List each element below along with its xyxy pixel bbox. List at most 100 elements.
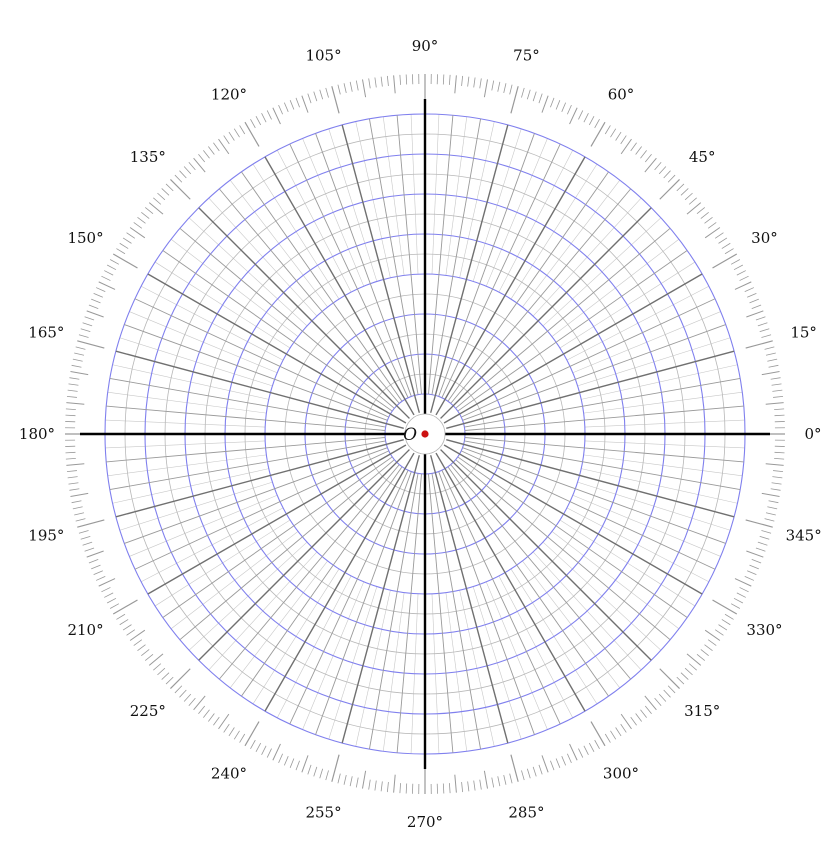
degree-tick bbox=[193, 695, 206, 711]
degree-tick bbox=[667, 174, 676, 183]
degree-tick bbox=[161, 672, 170, 680]
mid-ray bbox=[106, 405, 386, 431]
degree-tick bbox=[509, 773, 513, 784]
degree-tick bbox=[510, 754, 519, 782]
degree-tick bbox=[183, 166, 192, 175]
mid-ray bbox=[455, 459, 671, 641]
degree-tick bbox=[640, 150, 647, 159]
degree-tick bbox=[714, 629, 724, 636]
degree-tick bbox=[266, 748, 272, 758]
mid-ray bbox=[241, 171, 403, 402]
mid-ray bbox=[124, 324, 388, 421]
degree-tick bbox=[112, 253, 138, 269]
degree-tick bbox=[774, 458, 785, 460]
mid-ray bbox=[106, 437, 386, 463]
degree-tick bbox=[137, 644, 146, 651]
degree-tick bbox=[95, 575, 106, 581]
degree-tick bbox=[72, 506, 83, 510]
mid-ray bbox=[134, 450, 389, 570]
degree-tick bbox=[129, 629, 146, 641]
angle-label-75: 75° bbox=[513, 46, 540, 64]
degree-tick bbox=[757, 541, 768, 546]
degree-tick bbox=[768, 364, 779, 368]
degree-tick bbox=[532, 91, 537, 102]
mid-ray bbox=[457, 250, 688, 412]
degree-tick bbox=[319, 89, 324, 100]
mid-ray bbox=[179, 227, 395, 409]
degree-tick bbox=[712, 599, 738, 615]
angle-label-255: 255° bbox=[305, 804, 341, 822]
degree-tick bbox=[157, 192, 166, 201]
degree-tick bbox=[82, 541, 93, 546]
degree-tick bbox=[374, 780, 377, 791]
angle-label-45: 45° bbox=[689, 148, 716, 166]
degree-tick bbox=[759, 535, 770, 540]
degree-tick bbox=[255, 115, 262, 126]
mid-ray bbox=[289, 470, 409, 725]
degree-tick bbox=[148, 653, 164, 666]
degree-tick bbox=[696, 653, 706, 661]
degree-tick bbox=[526, 89, 531, 100]
degree-tick bbox=[765, 352, 776, 356]
angle-label-150: 150° bbox=[67, 229, 103, 247]
degree-tick bbox=[644, 157, 657, 173]
degree-tick bbox=[483, 79, 489, 98]
degree-tick bbox=[526, 768, 531, 779]
degree-tick bbox=[148, 202, 164, 215]
degree-tick bbox=[77, 519, 105, 528]
degree-tick bbox=[700, 212, 709, 219]
degree-tick bbox=[165, 183, 174, 192]
angle-label-210: 210° bbox=[67, 621, 103, 639]
degree-tick bbox=[550, 760, 555, 771]
origin-dot bbox=[421, 430, 429, 438]
degree-tick bbox=[84, 316, 95, 321]
degree-tick bbox=[684, 192, 693, 201]
degree-tick bbox=[126, 232, 136, 239]
degree-tick bbox=[67, 476, 78, 479]
degree-tick bbox=[755, 547, 766, 552]
mid-ray bbox=[179, 459, 395, 641]
degree-tick bbox=[86, 550, 104, 558]
degree-tick bbox=[644, 153, 652, 163]
degree-tick bbox=[767, 358, 778, 362]
degree-tick bbox=[749, 564, 759, 570]
degree-tick bbox=[153, 197, 162, 205]
degree-tick bbox=[721, 242, 731, 249]
degree-tick bbox=[561, 102, 567, 112]
degree-tick bbox=[521, 87, 525, 98]
degree-tick bbox=[67, 389, 78, 392]
angle-label-165: 165° bbox=[28, 324, 64, 342]
degree-tick bbox=[66, 470, 77, 473]
degree-tick bbox=[768, 500, 779, 504]
degree-tick bbox=[461, 782, 464, 793]
major-ray bbox=[264, 156, 415, 416]
degree-tick bbox=[473, 77, 476, 88]
degree-tick bbox=[386, 75, 389, 86]
degree-tick bbox=[244, 721, 260, 747]
degree-tick bbox=[141, 212, 150, 219]
degree-tick bbox=[491, 777, 495, 788]
major-ray bbox=[446, 439, 735, 518]
degree-tick bbox=[223, 723, 230, 733]
degree-tick bbox=[721, 619, 731, 626]
degree-tick bbox=[343, 83, 347, 94]
degree-tick bbox=[86, 310, 104, 318]
degree-tick bbox=[161, 188, 170, 196]
mid-ray bbox=[162, 456, 393, 618]
degree-tick bbox=[680, 188, 689, 196]
mid-ray bbox=[464, 405, 744, 431]
degree-tick bbox=[213, 716, 220, 726]
mid-ray bbox=[315, 471, 412, 735]
mid-ray bbox=[431, 118, 482, 395]
degree-tick bbox=[640, 709, 647, 718]
degree-tick bbox=[707, 222, 717, 229]
degree-tick bbox=[751, 304, 762, 309]
degree-tick bbox=[289, 758, 295, 768]
degree-tick bbox=[174, 685, 183, 694]
degree-tick bbox=[594, 739, 600, 750]
degree-tick bbox=[198, 153, 206, 163]
degree-tick bbox=[349, 776, 353, 787]
degree-tick bbox=[736, 592, 746, 598]
degree-tick bbox=[203, 709, 210, 718]
major-ray bbox=[198, 207, 410, 419]
